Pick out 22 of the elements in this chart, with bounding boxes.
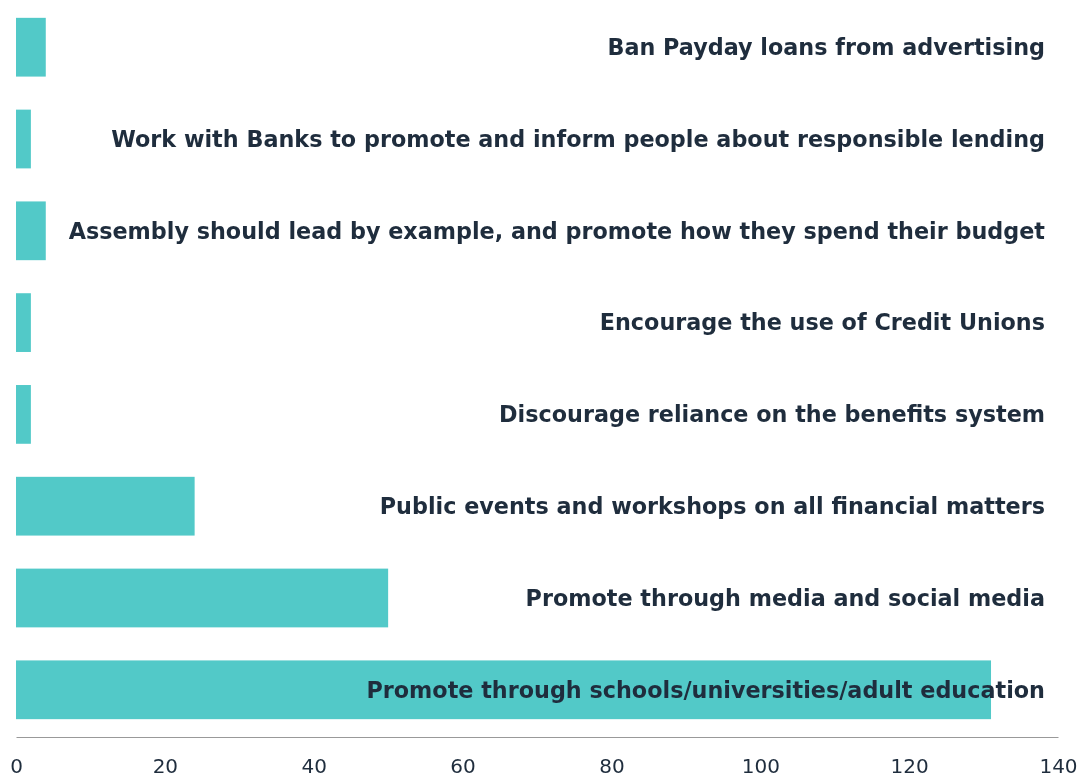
bar	[16, 17, 46, 77]
bar	[16, 293, 31, 352]
x-tick-label: 40	[301, 754, 327, 779]
y-tick-label: Encourage the use of Credit Unions	[599, 309, 1045, 336]
bar	[16, 476, 195, 536]
x-tick-label: 20	[152, 754, 179, 779]
bar	[16, 201, 46, 261]
y-tick-label: Public events and workshops on all financial matters	[379, 493, 1045, 519]
y-tick-label: Discourage reliance on the benefits system	[499, 401, 1045, 428]
y-tick-label: Promote through media and social media	[525, 584, 1045, 611]
x-tick-label: 0	[10, 754, 23, 779]
x-tick-label: 80	[599, 754, 625, 779]
x-tick-label: 60	[450, 754, 476, 779]
y-tick-label: Ban Payday loans from advertising	[607, 34, 1045, 61]
y-tick-label: Work with Banks to promote and inform people about responsible lending	[111, 125, 1045, 152]
x-tick-label: 120	[890, 754, 929, 779]
x-tick-label: 100	[741, 754, 780, 779]
y-tick-label: Assembly should lead by example, and promote how they spend their budget	[68, 217, 1046, 244]
x-tick-label: 140	[1039, 754, 1078, 779]
bar	[16, 109, 31, 169]
bar	[16, 385, 31, 444]
bar	[16, 568, 389, 628]
